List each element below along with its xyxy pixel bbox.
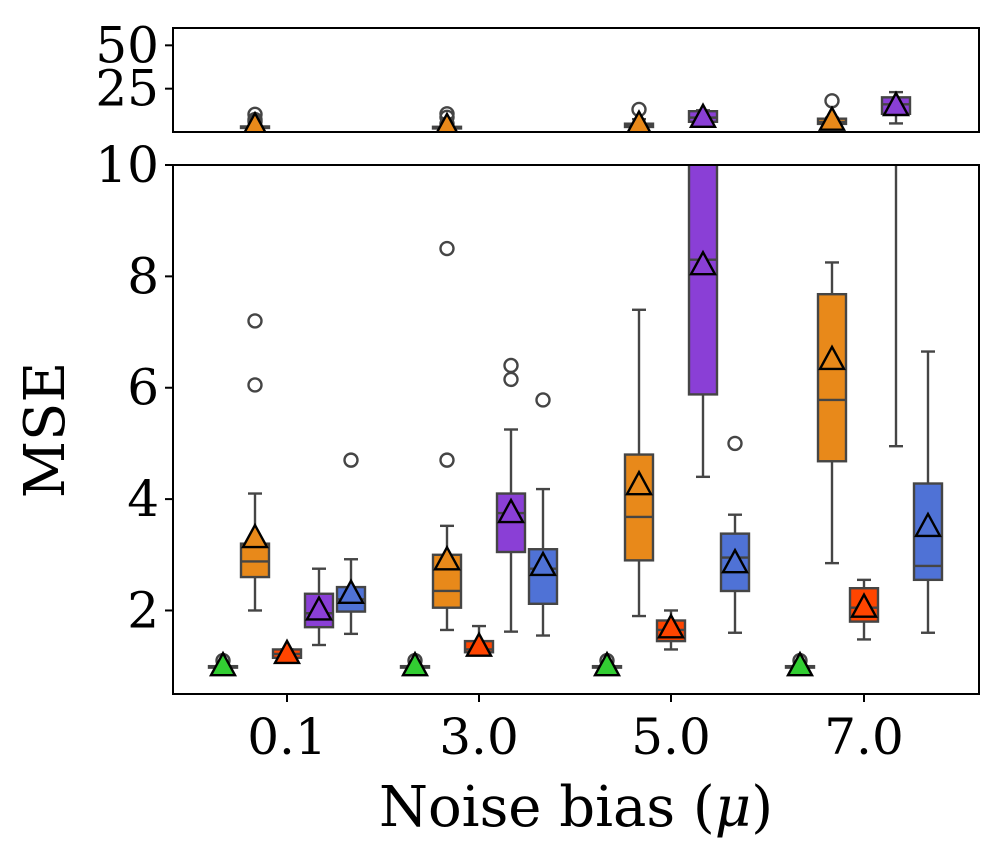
- bottom-panel-frame: [172, 164, 980, 695]
- bottom-red-7.0-mean-marker: [849, 592, 879, 618]
- x-axis-label-text: Noise bias (: [379, 775, 715, 840]
- bottom-red-0.1-mean-marker: [272, 638, 302, 665]
- top-ytick-label-50: 50: [95, 16, 159, 74]
- bottom-panel-marks: [207, 0, 944, 677]
- top-ytick-label-25: 25: [95, 60, 159, 118]
- bottom-purple-3.0-mean-marker: [496, 497, 526, 524]
- x-axis-label: Noise bias (μ): [379, 775, 773, 840]
- x-axis-label-symbol: μ: [715, 775, 751, 840]
- x-ticks: 0.1 3.0 5.0 7.0: [247, 694, 904, 766]
- bottom-blue-0.1-outlier-0: [343, 452, 359, 468]
- top-orange-5.0-mean-marker: [626, 109, 652, 132]
- bottom-purple-5.0-box: [687, 165, 719, 396]
- bottom-green-3.0-mean-marker: [400, 650, 430, 677]
- bottom-ytick-label-10: 10: [95, 136, 159, 194]
- bottom-orange-3.0-mean-marker: [432, 544, 462, 571]
- bottom-ytick-label-6: 6: [127, 359, 159, 417]
- bottom-blue-7.0-mean-marker: [913, 511, 943, 538]
- bottom-orange-0.1-outlier-2: [249, 147, 262, 160]
- bottom-orange-5.0-outlier-0: [633, 0, 646, 4]
- bottom-orange-7.0-box: [816, 292, 848, 463]
- top-orange-0.1-mean-marker: [243, 110, 267, 132]
- bottom-red-5.0-mean-marker: [656, 612, 686, 639]
- bottom-green-5.0-mean-marker: [592, 650, 622, 677]
- bottom-orange-3.0-outlier-0: [439, 452, 455, 468]
- bottom-blue-3.0-outlier-0: [535, 392, 551, 408]
- bottom-green-7.0-mean-marker: [785, 650, 815, 677]
- bottom-ytick-label-2: 2: [127, 581, 159, 639]
- top-orange-3.0-mean-marker: [435, 111, 459, 132]
- bottom-purple-3.0-outlier-0: [503, 371, 519, 388]
- xtick-label-0.1: 0.1: [247, 708, 327, 766]
- bottom-purple-0.1-mean-marker: [304, 594, 334, 621]
- top-orange-7.0-mean-marker: [817, 105, 847, 131]
- bottom-ytick-label-4: 4: [127, 470, 159, 528]
- xtick-label-5.0: 5.0: [631, 708, 711, 766]
- top-purple-5.0-mean-marker: [688, 102, 718, 128]
- top-panel-marks: [239, 90, 912, 132]
- top-purple-7.0-mean-marker: [881, 90, 911, 117]
- bottom-blue-3.0-mean-marker: [528, 550, 558, 577]
- xtick-label-3.0: 3.0: [439, 708, 519, 766]
- bottom-blue-5.0-outlier-0: [727, 435, 743, 452]
- bottom-green-0.1-mean-marker: [208, 650, 238, 677]
- bottom-ytick-label-8: 8: [127, 247, 159, 305]
- bottom-orange-5.0-mean-marker: [624, 469, 654, 496]
- bottom-orange-0.1-outlier-1: [247, 313, 263, 329]
- bottom-blue-5.0-mean-marker: [720, 547, 750, 574]
- bottom-orange-7.0-mean-marker: [817, 344, 847, 371]
- bottom-red-3.0-mean-marker: [464, 631, 494, 657]
- bottom-blue-0.1-mean-marker: [336, 578, 366, 604]
- bottom-orange-0.1-outlier-0: [247, 377, 263, 393]
- top-panel-frame: [172, 27, 980, 133]
- bottom-y-ticks: 2 4 6 8 10: [95, 136, 173, 639]
- x-axis-label-close: ): [751, 775, 773, 840]
- bottom-purple-3.0-outlier-1: [503, 357, 519, 374]
- bottom-purple-5.0-mean-marker: [688, 249, 718, 276]
- bottom-orange-0.1-mean-marker: [240, 522, 270, 549]
- y-axis-label: MSE: [13, 362, 78, 499]
- bottom-orange-3.0-outlier-1: [439, 240, 455, 257]
- xtick-label-7.0: 7.0: [824, 708, 904, 766]
